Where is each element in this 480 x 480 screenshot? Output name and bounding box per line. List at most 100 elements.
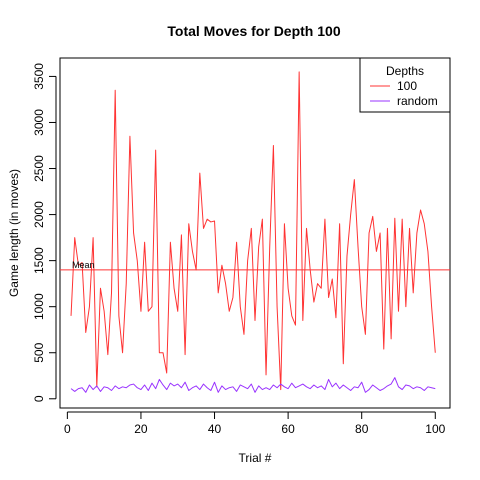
data-point-random-78 (354, 386, 355, 387)
data-point-random-100 (435, 388, 436, 389)
data-point-random-43 (225, 389, 226, 390)
data-point-100-44 (229, 311, 230, 312)
data-point-random-41 (218, 392, 219, 393)
data-point-100-17 (129, 136, 130, 137)
data-point-100-70 (324, 219, 325, 220)
data-point-100-59 (284, 223, 285, 224)
series-layer (70, 71, 436, 393)
data-point-random-2 (74, 391, 75, 392)
data-point-random-46 (236, 391, 237, 392)
data-point-100-14 (118, 315, 119, 316)
data-point-random-15 (122, 386, 123, 387)
data-point-100-48 (243, 334, 244, 335)
data-point-100-41 (218, 292, 219, 293)
data-point-random-73 (335, 383, 336, 384)
data-point-random-85 (379, 390, 380, 391)
data-point-random-7 (93, 389, 94, 390)
data-point-random-32 (184, 382, 185, 383)
data-point-random-94 (413, 388, 414, 389)
data-point-random-48 (243, 386, 244, 387)
data-point-100-61 (291, 315, 292, 316)
data-point-random-63 (299, 385, 300, 386)
y-axis-label: Game length (in moves) (7, 169, 21, 297)
data-point-100-5 (85, 332, 86, 333)
data-point-random-97 (424, 390, 425, 391)
data-point-random-39 (210, 390, 211, 391)
data-point-random-90 (398, 386, 399, 387)
data-point-random-31 (181, 387, 182, 388)
data-point-100-55 (269, 246, 270, 247)
data-point-100-80 (361, 306, 362, 307)
legend-title: Depths (386, 64, 424, 78)
data-point-100-65 (306, 228, 307, 229)
data-point-100-15 (122, 352, 123, 353)
data-point-random-68 (317, 387, 318, 388)
data-point-100-49 (247, 260, 248, 261)
data-point-100-32 (184, 354, 185, 355)
y-tick-label-3000: 3000 (32, 109, 46, 136)
data-point-random-3 (78, 388, 79, 389)
data-point-100-54 (265, 374, 266, 375)
data-point-100-9 (100, 288, 101, 289)
data-point-random-62 (295, 387, 296, 388)
data-point-random-55 (269, 389, 270, 390)
data-point-random-6 (89, 384, 90, 385)
data-point-random-61 (291, 383, 292, 384)
data-point-100-97 (424, 223, 425, 224)
data-point-random-60 (288, 388, 289, 389)
y-tick-label-1000: 1000 (32, 293, 46, 320)
data-point-random-65 (306, 386, 307, 387)
data-point-random-77 (350, 390, 351, 391)
data-point-100-37 (203, 228, 204, 229)
data-point-random-5 (85, 392, 86, 393)
data-point-100-94 (413, 292, 414, 293)
x-tick-label-20: 20 (134, 422, 148, 436)
x-axis-label: Trial # (239, 451, 272, 465)
y-tick-label-0: 0 (32, 395, 46, 402)
data-point-random-47 (240, 384, 241, 385)
data-point-random-87 (387, 385, 388, 386)
data-point-100-23 (151, 306, 152, 307)
data-point-100-18 (133, 232, 134, 233)
data-point-random-80 (361, 382, 362, 383)
data-point-random-70 (324, 389, 325, 390)
data-point-random-45 (232, 386, 233, 387)
data-point-100-75 (343, 363, 344, 364)
data-point-100-71 (328, 297, 329, 298)
data-point-random-23 (151, 383, 152, 384)
data-point-100-77 (350, 214, 351, 215)
data-point-100-28 (170, 242, 171, 243)
data-point-random-19 (137, 387, 138, 388)
data-point-100-7 (93, 237, 94, 238)
data-point-100-12 (111, 292, 112, 293)
data-point-100-43 (225, 283, 226, 284)
data-point-random-76 (346, 387, 347, 388)
data-point-random-1 (70, 388, 71, 389)
data-point-random-12 (111, 390, 112, 391)
data-point-random-53 (262, 389, 263, 390)
data-point-100-84 (376, 251, 377, 252)
data-point-random-49 (247, 388, 248, 389)
data-point-100-24 (155, 150, 156, 151)
series-line-random (70, 377, 436, 393)
data-point-100-51 (254, 320, 255, 321)
data-point-random-26 (162, 384, 163, 385)
data-point-100-25 (159, 352, 160, 353)
data-point-100-63 (299, 71, 300, 72)
data-point-100-93 (409, 228, 410, 229)
data-point-100-87 (387, 228, 388, 229)
data-point-100-34 (192, 251, 193, 252)
data-point-random-72 (332, 386, 333, 387)
data-point-random-29 (173, 385, 174, 386)
data-point-100-64 (302, 320, 303, 321)
data-point-100-72 (332, 278, 333, 279)
data-point-100-83 (372, 216, 373, 217)
legend-label-100: 100 (397, 79, 417, 93)
data-point-random-25 (159, 379, 160, 380)
plot-frame (59, 57, 451, 409)
data-point-100-73 (335, 317, 336, 318)
data-point-100-60 (288, 288, 289, 289)
data-point-100-30 (177, 311, 178, 312)
data-point-100-89 (394, 218, 395, 219)
